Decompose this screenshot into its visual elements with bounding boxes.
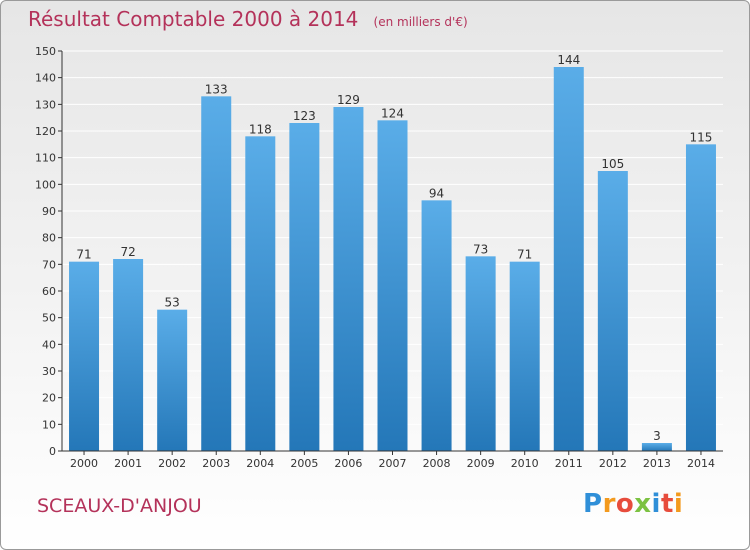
data-label: 124 — [381, 106, 404, 120]
data-label: 123 — [293, 109, 316, 123]
logo-letter: x — [634, 489, 652, 519]
bar — [421, 200, 452, 451]
chart-title-main: Résultat Comptable 2000 à 2014 — [28, 7, 359, 31]
x-tick-label: 2012 — [599, 457, 627, 470]
x-tick-label: 2000 — [70, 457, 98, 470]
data-label: 115 — [690, 130, 713, 144]
x-tick-label: 2010 — [511, 457, 539, 470]
bar — [113, 259, 144, 451]
data-label: 133 — [205, 82, 228, 96]
bar — [597, 171, 628, 451]
data-label: 73 — [473, 242, 488, 256]
y-tick-label: 0 — [49, 445, 56, 458]
data-label: 105 — [601, 157, 624, 171]
commune-name: SCEAUX-D'ANJOU — [37, 495, 202, 517]
x-tick-label: 2006 — [334, 457, 362, 470]
bar — [69, 261, 100, 451]
data-label: 72 — [120, 245, 135, 259]
data-label: 3 — [653, 429, 661, 443]
bar — [509, 261, 540, 451]
x-tick-label: 2002 — [158, 457, 186, 470]
bar — [201, 96, 232, 451]
x-tick-label: 2007 — [379, 457, 407, 470]
x-tick-label: 2014 — [687, 457, 715, 470]
chart-title: Résultat Comptable 2000 à 2014 (en milli… — [28, 7, 468, 31]
bar — [333, 107, 364, 451]
x-tick-label: 2004 — [246, 457, 274, 470]
bar — [157, 309, 188, 451]
y-tick-label: 10 — [42, 418, 56, 431]
y-tick-label: 70 — [42, 258, 56, 271]
bar — [289, 123, 320, 451]
bar — [465, 256, 496, 451]
data-label: 94 — [429, 186, 444, 200]
y-tick-label: 40 — [42, 338, 56, 351]
data-label: 129 — [337, 93, 360, 107]
bar — [685, 144, 716, 452]
proxiti-logo: Proxiti — [583, 489, 683, 519]
bar — [377, 120, 408, 451]
y-tick-label: 80 — [42, 232, 56, 245]
logo-letter: P — [583, 489, 603, 519]
x-tick-label: 2008 — [423, 457, 451, 470]
x-tick-label: 2011 — [555, 457, 583, 470]
bar — [641, 443, 672, 451]
y-tick-label: 60 — [42, 285, 56, 298]
logo-letter: o — [615, 489, 635, 519]
data-label: 53 — [165, 296, 180, 310]
logo-letter: t — [660, 489, 674, 519]
logo-letter: i — [673, 489, 684, 519]
y-tick-label: 100 — [35, 178, 56, 191]
y-tick-label: 30 — [42, 365, 56, 378]
logo-letter: r — [602, 489, 616, 519]
chart-title-unit: (en milliers d'€) — [373, 15, 468, 29]
bar — [245, 136, 276, 452]
logo-letter: i — [651, 489, 661, 519]
data-label: 71 — [517, 248, 532, 262]
y-tick-label: 120 — [35, 125, 56, 138]
data-label: 71 — [76, 248, 91, 262]
x-tick-label: 2001 — [114, 457, 142, 470]
y-tick-label: 50 — [42, 312, 56, 325]
x-tick-label: 2005 — [290, 457, 318, 470]
bar — [553, 67, 584, 451]
data-label: 144 — [557, 53, 580, 67]
y-tick-label: 110 — [35, 152, 56, 165]
x-tick-label: 2013 — [643, 457, 671, 470]
y-tick-label: 90 — [42, 205, 56, 218]
y-tick-label: 140 — [35, 72, 56, 85]
y-tick-label: 130 — [35, 98, 56, 111]
x-tick-label: 2003 — [202, 457, 230, 470]
y-tick-label: 20 — [42, 392, 56, 405]
data-label: 118 — [249, 122, 272, 136]
x-tick-label: 2009 — [467, 457, 495, 470]
y-tick-label: 150 — [35, 45, 56, 58]
